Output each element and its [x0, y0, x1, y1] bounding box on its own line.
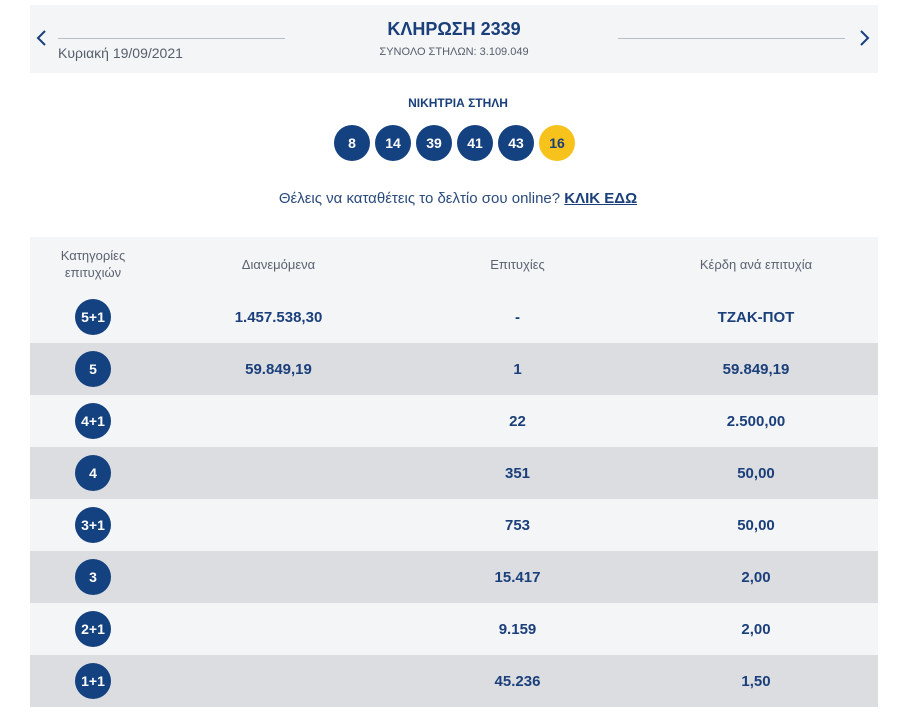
total-columns: ΣΥΝΟΛΟ ΣΤΗΛΩΝ: 3.109.049	[379, 46, 529, 58]
number-ball: 39	[416, 125, 452, 161]
draw-date: Κυριακή 19/09/2021	[58, 45, 183, 61]
prize-value: 50,00	[737, 516, 775, 534]
header-distributed: Διανεμόμενα	[241, 256, 316, 272]
distributed-value: 1.457.538,30	[234, 308, 323, 326]
table-header-row: Κατηγορίες επιτυχιών Διανεμόμενα Επιτυχί…	[30, 237, 878, 291]
table-row: 1+1 45.236 1,50	[30, 655, 878, 707]
wins-value: -	[515, 308, 520, 326]
category-badge: 3+1	[75, 507, 111, 543]
divider-line	[618, 38, 845, 39]
bonus-ball: 16	[539, 125, 575, 161]
prize-value: 2.500,00	[726, 412, 786, 430]
category-badge: 4+1	[75, 403, 111, 439]
wins-value: 753	[504, 516, 531, 534]
online-prompt-text: Θέλεις να καταθέτεις το δελτίο σου onlin…	[278, 190, 561, 207]
chevron-right-icon[interactable]	[854, 27, 874, 49]
wins-value: 22	[509, 412, 526, 430]
wins-value: 351	[504, 464, 531, 482]
number-ball: 41	[457, 125, 493, 161]
wins-value: 15.417	[494, 568, 541, 586]
winning-column-title: ΝΙΚΗΤΡΙΑ ΣΤΗΛΗ	[408, 96, 508, 110]
category-badge: 3	[75, 559, 111, 595]
header-categories-line1: Κατηγορίες	[60, 248, 126, 263]
table-row: 3 15.417 2,00	[30, 551, 878, 603]
table-row: 4 351 50,00	[30, 447, 878, 499]
category-badge: 5	[75, 351, 111, 387]
prize-value: ΤΖΑΚ-ΠΟΤ	[717, 308, 795, 326]
table-row: 5 59.849,19 1 59.849,19	[30, 343, 878, 395]
prize-value: 2,00	[741, 568, 771, 586]
draw-title: ΚΛΗΡΩΣΗ 2339	[387, 19, 521, 39]
number-ball: 8	[334, 125, 370, 161]
category-badge: 1+1	[75, 663, 111, 699]
winning-numbers: 8 14 39 41 43 16	[334, 125, 575, 161]
chevron-left-icon[interactable]	[32, 27, 52, 49]
wins-value: 1	[513, 360, 522, 378]
header-wins: Επιτυχίες	[490, 256, 545, 272]
draw-header: Κυριακή 19/09/2021 ΚΛΗΡΩΣΗ 2339 ΣΥΝΟΛΟ Σ…	[30, 5, 878, 73]
prize-table: Κατηγορίες επιτυχιών Διανεμόμενα Επιτυχί…	[30, 237, 878, 707]
prize-value: 50,00	[737, 464, 775, 482]
divider-line	[58, 38, 285, 39]
number-ball: 43	[498, 125, 534, 161]
wins-value: 45.236	[494, 672, 541, 690]
table-row: 5+1 1.457.538,30 - ΤΖΑΚ-ΠΟΤ	[30, 291, 878, 343]
header-prize: Κέρδη ανά επιτυχία	[699, 256, 813, 272]
prize-value: 1,50	[741, 672, 771, 690]
header-categories-line2: επιτυχιών	[64, 265, 122, 280]
table-row: 3+1 753 50,00	[30, 499, 878, 551]
distributed-value: 59.849,19	[245, 360, 312, 378]
header-categories: Κατηγορίες επιτυχιών	[30, 247, 156, 281]
prize-value: 59.849,19	[722, 360, 790, 378]
table-row: 4+1 22 2.500,00	[30, 395, 878, 447]
prize-value: 2,00	[741, 620, 771, 638]
click-here-link[interactable]: ΚΛΙΚ ΕΔΩ	[564, 190, 638, 207]
online-prompt: Θέλεις να καταθέτεις το δελτίο σου onlin…	[0, 190, 916, 207]
table-row: 2+1 9.159 2,00	[30, 603, 878, 655]
category-badge: 4	[75, 455, 111, 491]
number-ball: 14	[375, 125, 411, 161]
category-badge: 2+1	[75, 611, 111, 647]
category-badge: 5+1	[75, 299, 111, 335]
wins-value: 9.159	[498, 620, 537, 638]
